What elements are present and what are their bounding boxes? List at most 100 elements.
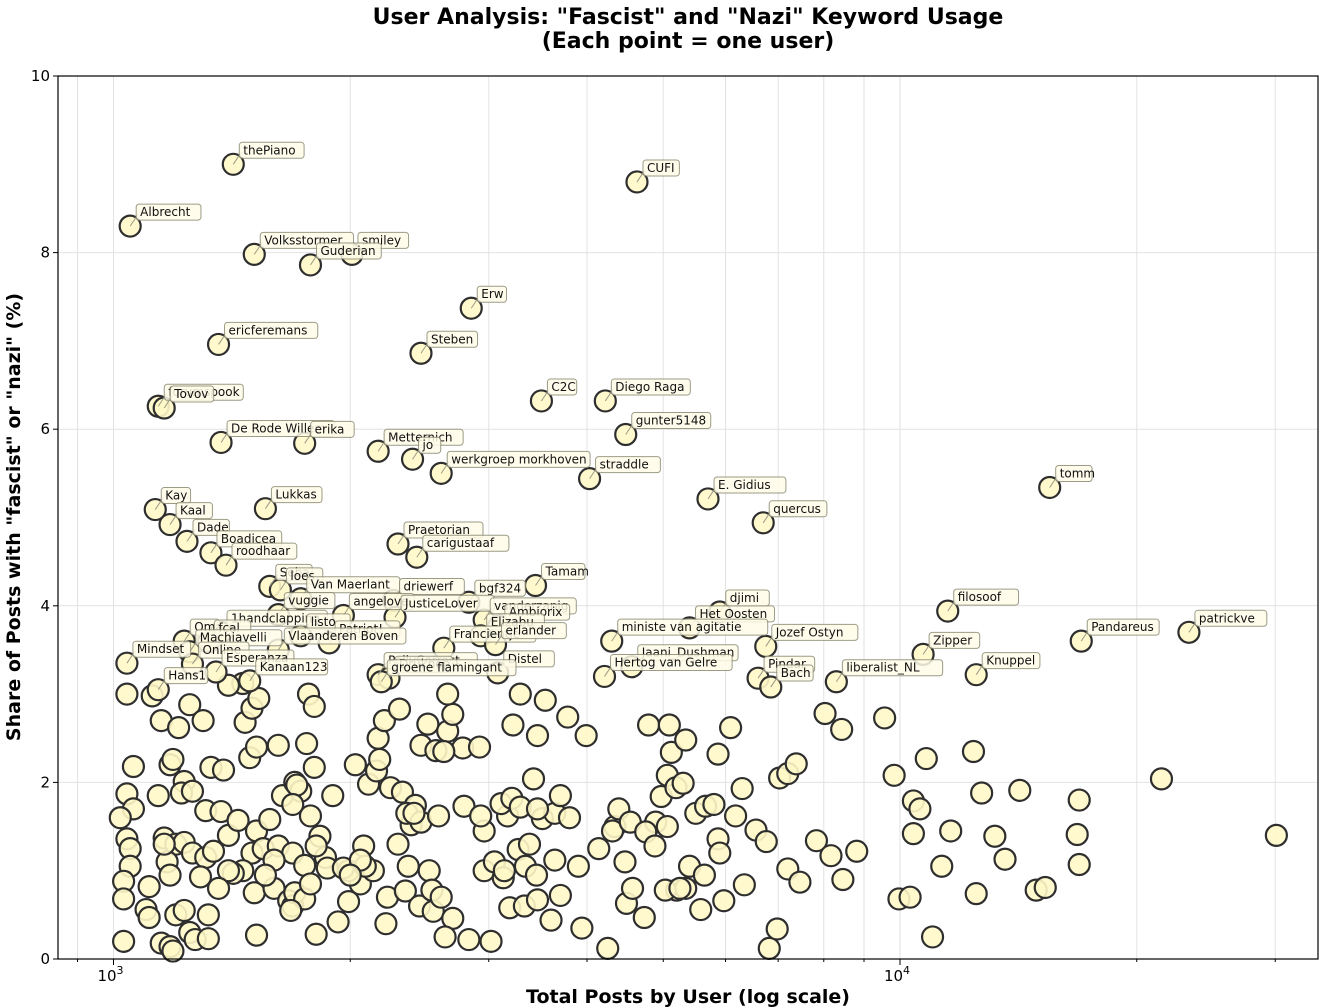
annotation-label: Hans1 (168, 669, 206, 683)
annotation-box (713, 476, 787, 494)
point-annotation: jo (412, 436, 442, 460)
data-point (784, 752, 808, 776)
data-point (657, 713, 681, 737)
annotation-box (768, 500, 828, 518)
annotation-label: Guderian (320, 244, 375, 258)
annotation-label: djimi (730, 591, 759, 605)
annotation-box (474, 579, 526, 597)
data-point (326, 910, 350, 934)
annotation-box (163, 667, 209, 685)
point-annotation: Mindset (126, 640, 192, 664)
data-point (993, 847, 1017, 871)
annotation-label: werkgroep morkhoven (451, 452, 586, 466)
annotation-label: JusticeLover (404, 596, 478, 610)
data-point (754, 829, 778, 854)
data-point (121, 754, 146, 779)
data-point (467, 735, 492, 759)
data-point (258, 807, 282, 832)
data-point (469, 804, 493, 828)
annotation-label: Pandareus (1091, 620, 1154, 634)
data-point (983, 824, 1007, 848)
annotation-label: quercus (773, 502, 821, 516)
annotation-label: Steben (431, 332, 473, 346)
data-point (396, 854, 420, 878)
data-point (416, 712, 440, 736)
data-point (702, 792, 726, 817)
data-point (432, 739, 456, 764)
annotation-box (175, 502, 213, 520)
annotation-label: carigustaaf (427, 536, 495, 550)
plot-frame (57, 75, 1319, 960)
data-point (566, 854, 590, 878)
data-point (901, 822, 925, 846)
annotation-box (642, 159, 680, 177)
annotation-label: Vlaanderen Boven (288, 629, 398, 643)
annotation-label: CUFI (647, 161, 675, 175)
data-point (724, 804, 748, 828)
data-point (939, 819, 963, 843)
annotation-label: vuggie (288, 594, 329, 608)
data-point (689, 897, 713, 922)
data-point (295, 731, 319, 756)
annotation-label: 1handclapping (231, 611, 320, 625)
data-point (501, 713, 525, 737)
annotation-label: Boadicea (221, 532, 276, 546)
annotation-label: E. Gidius (718, 478, 771, 492)
data-point (548, 883, 572, 908)
point-annotation: Vlaanderen Boven (277, 627, 407, 651)
data-point (281, 792, 305, 817)
annotation-label: Knuppel (986, 654, 1035, 668)
annotation-box (771, 623, 859, 641)
data-point (112, 887, 136, 911)
annotation-label: roodhaar (236, 544, 290, 558)
annotation-box (310, 420, 355, 438)
annotation-box (617, 618, 769, 636)
data-point (1033, 875, 1057, 900)
data-point (115, 682, 139, 706)
data-point (668, 876, 692, 900)
data-point (1008, 778, 1032, 802)
y-tick-label: 6 (40, 420, 50, 438)
data-point (196, 903, 220, 927)
point-annotation: gunter5148 (625, 411, 712, 435)
data-point (548, 784, 572, 808)
data-point (302, 755, 326, 779)
data-point (196, 927, 220, 951)
data-point (692, 863, 716, 887)
annotation-box (169, 385, 215, 403)
annotation-label: Zipper (933, 633, 972, 647)
y-tick-label: 0 (40, 950, 50, 968)
data-point (178, 693, 202, 717)
data-point (372, 708, 396, 733)
data-point (457, 927, 481, 952)
annotation-box (776, 664, 814, 682)
annotation-box (426, 330, 479, 348)
annotation-label: patrickve (1199, 611, 1255, 625)
point-annotation: Bach (770, 664, 814, 688)
point-annotation: Steben (420, 330, 479, 354)
point-annotation: djimi (719, 589, 770, 613)
x-axis-label: Total Posts by User (log scale) (526, 986, 850, 1008)
point-annotation: Praetorian (397, 521, 484, 545)
data-point (426, 804, 451, 828)
point-annotation: Het Oosten (689, 605, 776, 629)
annotation-box (631, 411, 712, 429)
annotation-box (135, 203, 202, 221)
annotation-box (270, 486, 323, 504)
data-point (508, 682, 532, 706)
data-point (961, 739, 986, 764)
annotation-label: Hertog van Gelre (615, 655, 718, 669)
annotation-label: Van Maerlant (311, 578, 390, 592)
annotation-box (981, 652, 1041, 670)
annotation-label: jo (422, 438, 434, 452)
data-point (336, 890, 361, 914)
data-point (368, 747, 392, 772)
data-point (338, 863, 362, 887)
annotation-label: liberalist_NL (846, 661, 920, 675)
annotation-label: C2C (551, 380, 575, 394)
annotation-box (418, 436, 442, 454)
data-point (587, 837, 611, 861)
chart-title: User Analysis: "Fascist" and "Nazi" Keyw… (373, 5, 1004, 30)
annotation-label: De Rode Willem (231, 421, 326, 435)
annotation-label: Praetorian (408, 523, 470, 537)
